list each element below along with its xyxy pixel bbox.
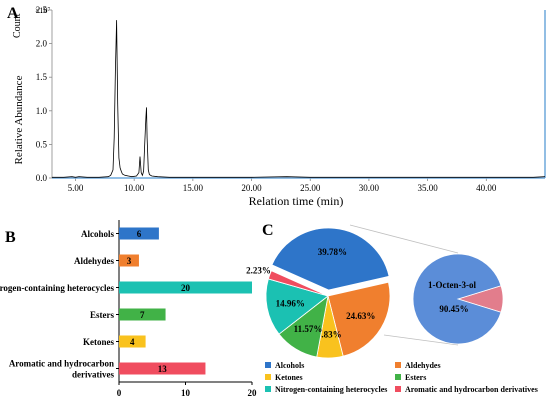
category-label: Nitrogen-containing heterocycles bbox=[0, 283, 114, 293]
bar-value-label: 13 bbox=[158, 364, 168, 374]
a-x-tick-label: 35.00 bbox=[417, 183, 438, 193]
a-y-tick-label: 2.5 bbox=[36, 5, 48, 15]
legend-swatch bbox=[395, 386, 401, 392]
bar-value-label: 20 bbox=[181, 283, 191, 293]
sub-pie-slice bbox=[412, 253, 502, 345]
bar-alcohols bbox=[119, 227, 159, 240]
bar-esters bbox=[119, 308, 166, 321]
b-x-tick-label: 20 bbox=[248, 388, 258, 398]
category-label: Esters bbox=[90, 310, 114, 320]
legend-swatch bbox=[395, 374, 401, 380]
a-x-tick-label: 40.00 bbox=[476, 183, 497, 193]
legend-label: Alcohols bbox=[275, 361, 304, 370]
bar-aldehydes bbox=[119, 254, 139, 267]
a-y-tick-label: 1.5 bbox=[36, 72, 48, 82]
a-y-tick-label: 0.5 bbox=[36, 139, 48, 149]
bar-value-label: 4 bbox=[130, 337, 135, 347]
panel-label-c: C bbox=[262, 222, 274, 239]
bar-panel: 6 Alcohols 3 Aldehydes 20 Nitrogen-containing… bbox=[0, 220, 257, 398]
y-axis-label: Relative Abundance bbox=[13, 75, 25, 164]
panel-label-b: B bbox=[5, 229, 16, 246]
a-x-tick-label: 10.00 bbox=[124, 183, 145, 193]
bar-ketones bbox=[119, 335, 146, 348]
a-y-tick-label: 2.0 bbox=[36, 39, 48, 49]
a-y-tick-label: 0.0 bbox=[36, 173, 48, 183]
legend-swatch bbox=[265, 362, 271, 368]
connector-top bbox=[349, 224, 459, 254]
panel-label-a: A bbox=[7, 5, 19, 22]
legend-swatch bbox=[265, 386, 271, 392]
pie-panel: 39.78% 24.63% 6.83%11.57% 14.96% 2.23% 1-Oct… bbox=[246, 224, 538, 394]
legend-label: Ketones bbox=[275, 373, 303, 382]
a-x-tick-label: 25.00 bbox=[300, 183, 321, 193]
a-x-tick-label: 30.00 bbox=[359, 183, 380, 193]
legend-swatch bbox=[265, 374, 271, 380]
pie-slice-aromatic-and-hydrocarbon-derivatives bbox=[267, 270, 329, 297]
a-x-tick-label: 20.00 bbox=[241, 183, 262, 193]
y-unit-label: Count bbox=[12, 13, 23, 38]
pie-slice-aldehydes bbox=[327, 281, 391, 357]
pie-slice-label: 2.23% bbox=[246, 266, 271, 276]
bar-aromatic-and-hydrocarbon-derivatives bbox=[119, 362, 206, 375]
pie-slice-label: 11.57% bbox=[294, 324, 323, 334]
a-y-tick-label: 1.0 bbox=[36, 106, 48, 116]
legend-label: Aromatic and hydrocarbon derivatives bbox=[405, 385, 538, 394]
pie-slice-label: 6.83% bbox=[317, 329, 342, 339]
legend-label: Esters bbox=[405, 373, 426, 382]
pie-slice-label: 39.78% bbox=[318, 247, 347, 257]
legend-swatch bbox=[395, 362, 401, 368]
a-x-tick-label: 15.00 bbox=[183, 183, 204, 193]
bar-value-label: 7 bbox=[140, 310, 145, 320]
chromatogram-trace bbox=[52, 20, 546, 178]
sub-pie-name-label: 1-Octen-3-ol bbox=[428, 280, 476, 290]
pie-slice-label: 24.63% bbox=[346, 311, 375, 321]
legend-label: Aldehydes bbox=[405, 361, 441, 370]
pie-slice-alcohols bbox=[271, 227, 390, 291]
category-label: Alcohols bbox=[81, 229, 115, 239]
category-label: Aldehydes bbox=[74, 256, 115, 266]
bar-nitrogen-containing-heterocycles bbox=[119, 281, 252, 294]
b-x-tick-label: 0 bbox=[117, 388, 122, 398]
b-x-tick-label: 10 bbox=[181, 388, 191, 398]
connector-bottom bbox=[383, 334, 459, 346]
bar-value-label: 6 bbox=[137, 229, 142, 239]
pie-slice-label: 14.96% bbox=[276, 298, 305, 308]
legend-label: Nitrogen-containing heterocycles bbox=[275, 385, 387, 394]
bar-value-label: 3 bbox=[127, 256, 132, 266]
category-label: Ketones bbox=[83, 337, 114, 347]
pie-slice-nitrogen-containing-heterocycles bbox=[265, 278, 329, 335]
category-label: Aromatic and hydrocarbon derivatives bbox=[9, 359, 115, 380]
a-x-tick-label: 5.00 bbox=[68, 183, 84, 193]
x-axis-label: Relation time (min) bbox=[249, 194, 344, 208]
y-multiplier: ×10⁷ bbox=[35, 6, 51, 15]
sub-pie-value-label: 90.45% bbox=[439, 304, 468, 314]
chromatogram-panel: ×10⁷ Count Relative Abundance Relation t… bbox=[12, 5, 546, 208]
